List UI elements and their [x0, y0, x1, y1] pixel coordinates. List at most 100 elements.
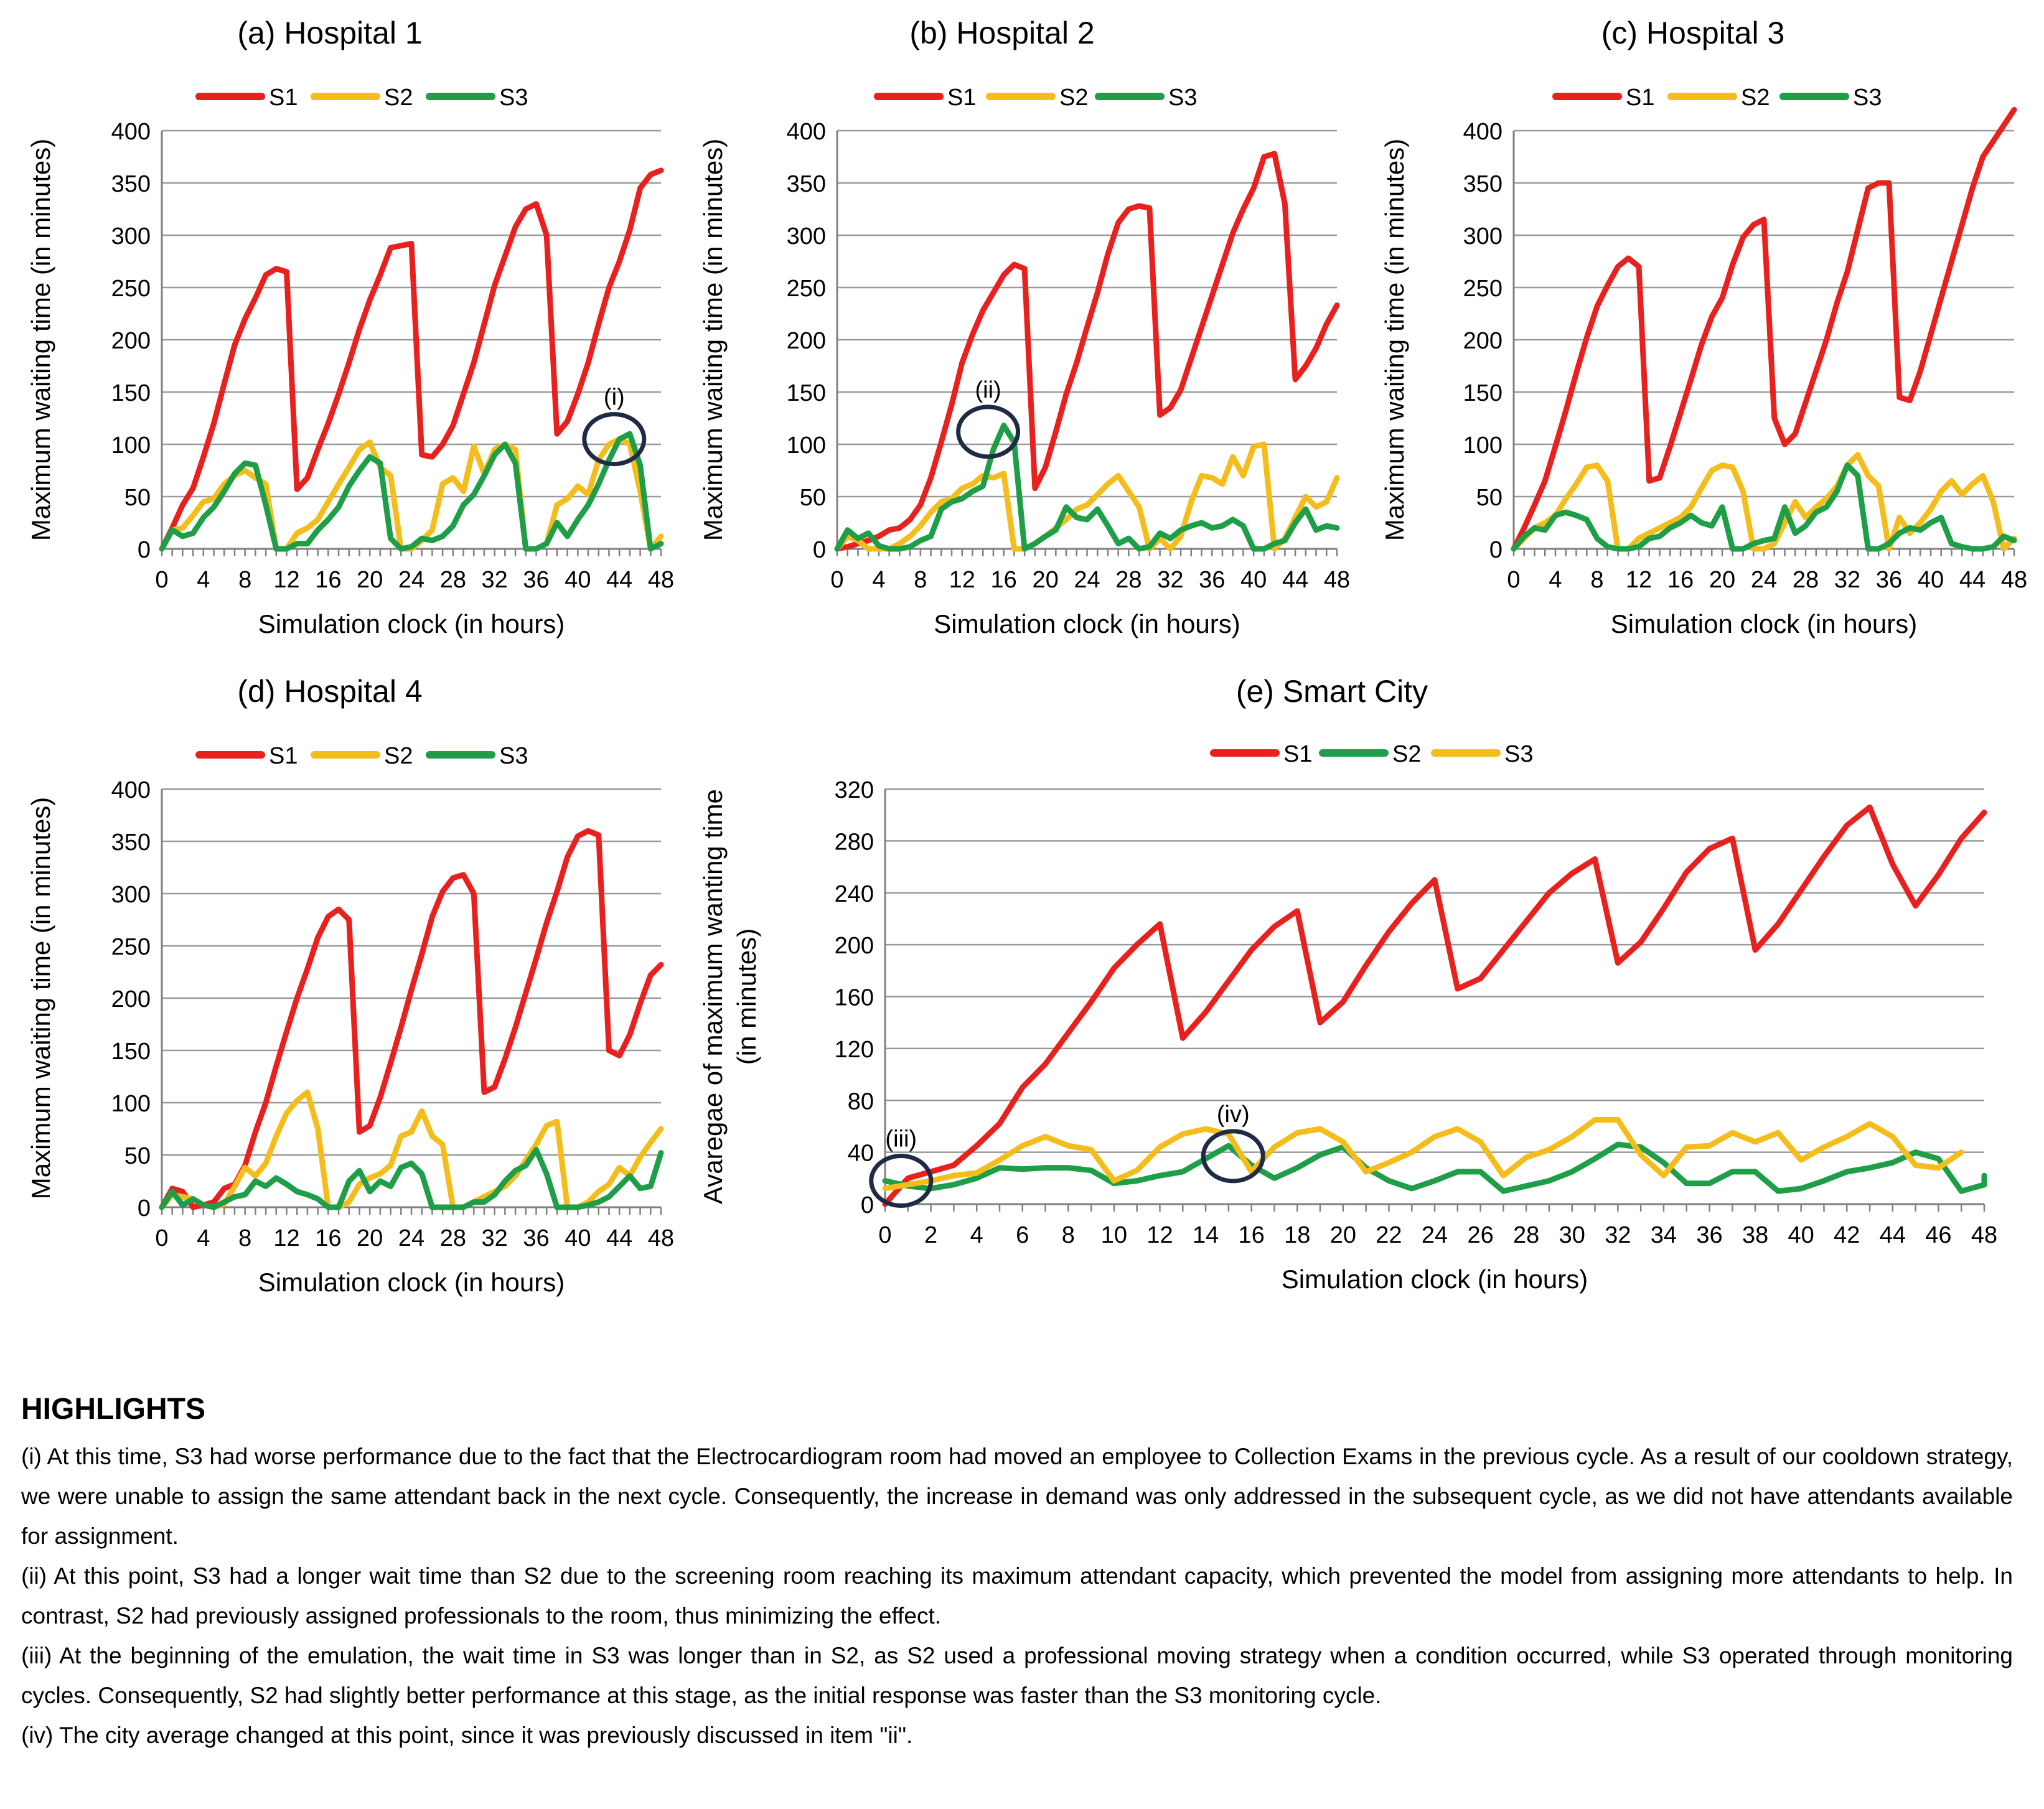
y-tick-label: 100 [1463, 432, 1503, 459]
legend-label: S1 [269, 743, 298, 769]
y-tick-label: 200 [835, 933, 874, 959]
x-tick-label: 4 [872, 567, 885, 593]
x-tick-label: 8 [238, 1225, 251, 1251]
chart-title: (e) Smart City [1236, 674, 1428, 709]
x-tick-label: 0 [830, 567, 843, 593]
x-tick-label: 16 [1239, 1222, 1265, 1248]
x-tick-label: 40 [565, 567, 591, 593]
highlights-title: HIGHLIGHTS [21, 1393, 205, 1426]
y-tick-label: 0 [813, 537, 826, 563]
series-line-s2 [159, 1089, 664, 1210]
annotation-label: (ii) [975, 377, 1001, 403]
x-tick-label: 30 [1559, 1222, 1585, 1248]
x-tick-label: 16 [1667, 567, 1694, 593]
y-tick-label: 50 [124, 485, 151, 511]
y-tick-label: 250 [787, 276, 826, 302]
x-axis-label: Simulation clock (in hours) [1611, 609, 1918, 638]
x-tick-label: 24 [398, 567, 424, 593]
y-axis-label: Maximum waiting time (in minutes) [26, 797, 55, 1200]
x-tick-label: 40 [1240, 567, 1267, 593]
y-tick-label: 250 [111, 276, 151, 302]
annotation-circle [1201, 1129, 1265, 1184]
highlight-item-ii: (ii) At this point, S3 had a longer wait… [21, 1563, 2013, 1629]
y-tick-label: 350 [111, 171, 151, 197]
x-tick-label: 44 [1880, 1222, 1906, 1248]
series-line-s1 [882, 804, 1987, 1207]
x-tick-label: 36 [1696, 1222, 1722, 1248]
x-tick-label: 6 [1016, 1222, 1029, 1248]
y-tick-label: 200 [1463, 328, 1503, 354]
y-tick-label: 150 [787, 380, 826, 406]
x-tick-label: 40 [565, 1225, 591, 1251]
x-tick-label: 28 [440, 567, 466, 593]
series-line-s2 [834, 441, 1340, 552]
y-tick-label: 250 [1463, 276, 1503, 302]
x-tick-label: 12 [949, 567, 975, 593]
y-tick-label: 300 [111, 223, 151, 250]
x-tick-label: 48 [648, 567, 674, 593]
chart-a: (a) Hospital 1 0 50 100 150 200 250 300 350 400 0 4… [26, 16, 674, 638]
y-tick-label: 100 [111, 1091, 151, 1117]
x-tick-label: 20 [1709, 567, 1735, 593]
y-tick-label: 300 [1463, 223, 1503, 250]
chart-title: (d) Hospital 4 [237, 674, 422, 709]
x-tick-label: 36 [523, 1225, 549, 1251]
y-tick-label: 400 [1463, 119, 1503, 145]
x-tick-label: 44 [1959, 567, 1985, 593]
y-tick-label: 250 [111, 934, 151, 960]
x-tick-label: 32 [482, 567, 508, 593]
highlight-item-iii: (iii) At the beginning of the emulation,… [21, 1643, 2013, 1708]
legend-label: S3 [1853, 85, 1882, 111]
legend-label: S2 [384, 85, 413, 111]
x-tick-label: 48 [1971, 1222, 1997, 1248]
series-line-s2 [1511, 452, 2017, 552]
x-axis-label: Simulation clock (in hours) [1282, 1264, 1588, 1294]
x-tick-label: 4 [197, 1225, 210, 1251]
x-tick-label: 18 [1284, 1222, 1310, 1248]
x-tick-label: 28 [1115, 567, 1142, 593]
highlight-item-iv: (iv) The city average changed at this po… [21, 1723, 913, 1748]
x-tick-label: 38 [1742, 1222, 1768, 1248]
x-tick-label: 28 [440, 1225, 466, 1251]
x-tick-label: 44 [1282, 567, 1308, 593]
y-tick-label: 120 [835, 1037, 874, 1063]
x-axis-label: Simulation clock (in hours) [258, 609, 565, 638]
series-line-s3 [159, 431, 664, 552]
legend-label: S3 [1168, 85, 1197, 111]
x-tick-label: 32 [1605, 1222, 1631, 1248]
x-tick-label: 20 [1330, 1222, 1356, 1248]
x-tick-label: 48 [1324, 567, 1350, 593]
legend-label: S3 [499, 85, 528, 111]
annotation-circle [582, 412, 647, 467]
chart-title: (c) Hospital 3 [1601, 16, 1785, 50]
legend-label: S3 [499, 743, 528, 769]
x-tick-label: 16 [315, 1225, 341, 1251]
chart-title: (b) Hospital 2 [909, 16, 1094, 50]
y-axis-label: Maximum waiting time (in minutes) [698, 139, 728, 541]
highlight-item-i: (i) At this time, S3 had worse performan… [21, 1444, 2013, 1549]
series-line-s1 [159, 828, 664, 1210]
series-line-s2 [159, 436, 664, 552]
legend-label: S2 [384, 743, 413, 769]
y-tick-label: 80 [848, 1088, 874, 1115]
x-axis-label: Simulation clock (in hours) [934, 609, 1240, 638]
x-tick-label: 0 [1507, 567, 1520, 593]
y-tick-label: 0 [138, 537, 151, 563]
legend-label: S1 [947, 85, 976, 111]
y-tick-label: 160 [835, 985, 874, 1011]
x-tick-label: 4 [1549, 567, 1562, 593]
x-tick-label: 24 [1074, 567, 1100, 593]
x-tick-label: 0 [878, 1222, 891, 1248]
x-tick-label: 0 [155, 567, 168, 593]
y-tick-label: 0 [861, 1192, 874, 1218]
annotation-label: (iv) [1217, 1101, 1250, 1128]
y-axis-label: (in minutes) [732, 928, 761, 1065]
legend-label: S3 [1504, 741, 1533, 767]
x-tick-label: 24 [398, 1225, 424, 1251]
y-tick-label: 400 [787, 119, 826, 145]
x-tick-label: 12 [273, 567, 299, 593]
x-tick-label: 24 [1751, 567, 1777, 593]
x-tick-label: 12 [273, 1225, 299, 1251]
